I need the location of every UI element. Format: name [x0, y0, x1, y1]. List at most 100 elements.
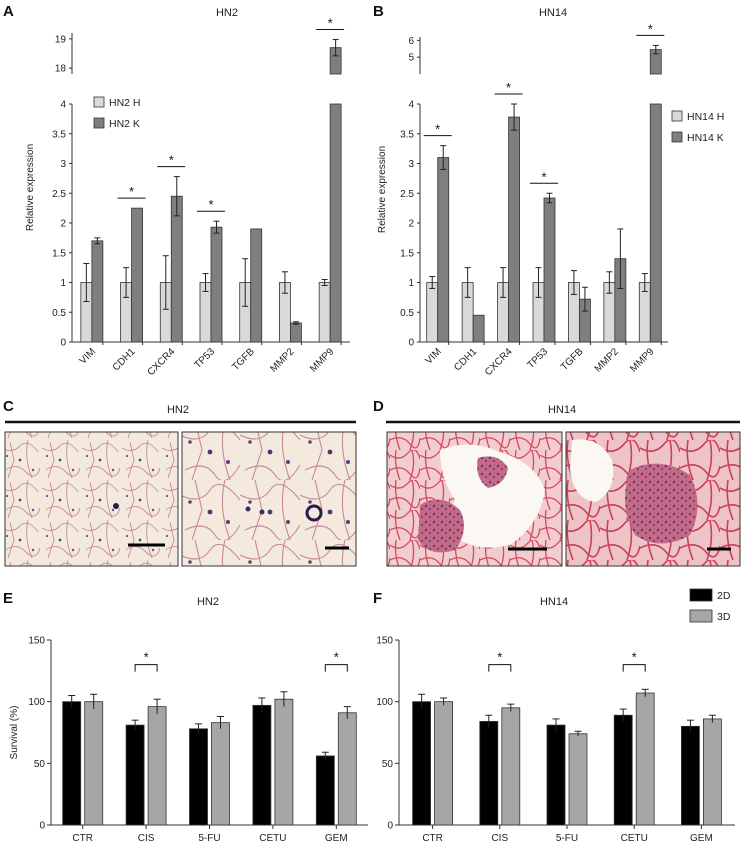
- bar: [434, 701, 454, 826]
- x-tick-label: GEM: [325, 833, 348, 844]
- x-tick-label: CTR: [72, 833, 93, 844]
- bar: [252, 704, 272, 826]
- legend-label: HN14 H: [687, 111, 724, 123]
- micrograph-cell: [305, 504, 323, 522]
- bar: [508, 116, 520, 343]
- y-tick-label: 3: [60, 159, 66, 170]
- micrograph-hn2-high-mag: [181, 431, 357, 567]
- significance-bracket: [134, 664, 158, 672]
- x-tick-label: VIM: [78, 346, 98, 366]
- y-tick-label: 3.5: [400, 129, 414, 140]
- x-tick-label: CXCR4: [483, 346, 515, 378]
- panel-c-title: HN2: [167, 404, 189, 416]
- x-tick-label: 5-FU: [198, 833, 220, 844]
- bar: [337, 712, 357, 826]
- significance-star: *: [632, 650, 637, 665]
- panel-letter-d: D: [373, 398, 384, 415]
- y-tick-label: 50: [34, 759, 46, 770]
- significance-bracket: [622, 664, 646, 672]
- x-tick-label: CXCR4: [146, 346, 178, 378]
- x-tick-label: TGFB: [559, 346, 586, 373]
- y-tick-label: 0: [408, 338, 414, 349]
- y-tick-label: 1: [408, 278, 414, 289]
- y-tick-label: 0.5: [400, 308, 414, 319]
- bar: [170, 195, 183, 343]
- y-tick-label: 6: [408, 36, 414, 47]
- y-tick-label: 0: [387, 821, 393, 832]
- y-tick-label: 3: [408, 159, 414, 170]
- y-tick-label: 2: [60, 219, 66, 230]
- bar: [125, 724, 145, 826]
- x-tick-label: CDH1: [452, 346, 479, 373]
- x-tick-label: TP53: [525, 346, 550, 371]
- bar: [543, 197, 556, 343]
- bar: [318, 282, 331, 343]
- significance-star: *: [506, 80, 511, 95]
- legend-label: HN14 K: [687, 132, 724, 144]
- x-tick-label: MMP2: [268, 346, 297, 375]
- bar: [613, 714, 633, 826]
- bar: [290, 322, 302, 343]
- legend-swatch: [689, 588, 713, 602]
- bar: [412, 701, 432, 826]
- legend-label: HN2 H: [109, 97, 141, 109]
- bar: [329, 103, 342, 343]
- y-tick-label: 0.5: [52, 308, 66, 319]
- x-tick-label: MMP9: [308, 346, 337, 375]
- bar: [649, 103, 662, 343]
- bar: [315, 755, 335, 826]
- x-tick-label: CETU: [621, 833, 648, 844]
- micrograph-cell: [113, 503, 119, 509]
- significance-bracket: [324, 664, 348, 672]
- y-tick-label: 19: [55, 34, 67, 45]
- bar: [84, 701, 104, 826]
- legend-swatch: [671, 110, 683, 122]
- x-tick-label: CIS: [491, 833, 508, 844]
- x-tick-label: 5-FU: [556, 833, 578, 844]
- micrograph-cell: [245, 506, 251, 512]
- y-tick-label: 0: [60, 338, 66, 349]
- bar: [147, 706, 167, 826]
- legend-label: 2D: [717, 590, 731, 602]
- y-tick-label: 0: [39, 821, 45, 832]
- y-tick-label: 18: [55, 64, 67, 75]
- x-tick-label: MMP9: [628, 346, 657, 375]
- panel-c: C HN2: [3, 398, 357, 567]
- y-tick-label: 150: [376, 636, 393, 647]
- x-tick-label: GEM: [690, 833, 713, 844]
- bar: [189, 728, 208, 826]
- x-tick-label: CIS: [138, 833, 155, 844]
- x-tick-label: MMP2: [593, 346, 622, 375]
- y-tick-label: 50: [382, 759, 394, 770]
- y-tick-label: 1.5: [400, 248, 414, 259]
- y-tick-label: 150: [28, 636, 45, 647]
- bar: [681, 725, 700, 826]
- bar: [635, 692, 655, 826]
- panel-letter-b: B: [373, 3, 384, 20]
- bar: [568, 733, 588, 826]
- bar: [546, 724, 566, 826]
- y-axis-label: Relative expression: [377, 146, 388, 233]
- panel-f: F HN14 0 50 100 150 CTR CIS 5-FU CETU GEM * * 2D 3D: [373, 588, 735, 844]
- micrograph-tissue: [477, 456, 508, 488]
- bar: [211, 722, 230, 826]
- significance-star: *: [144, 650, 149, 665]
- y-axis-label: Relative expression: [25, 144, 36, 231]
- legend-label: 3D: [717, 611, 731, 623]
- panel-letter-a: A: [3, 3, 14, 20]
- significance-star: *: [497, 650, 502, 665]
- significance-star: *: [129, 184, 134, 199]
- legend-swatch: [689, 609, 713, 623]
- bar: [210, 226, 223, 343]
- x-tick-label: TP53: [192, 346, 217, 371]
- significance-star: *: [328, 15, 333, 30]
- legend-swatch: [93, 117, 105, 129]
- x-tick-label: TGFB: [230, 346, 257, 373]
- bar: [501, 707, 521, 826]
- panel-d: D HN14: [373, 398, 741, 567]
- panel-a: A HN2 0 0.5 1 1.5 2 2.5 3 3.5 4 18 19 Relative expres…: [3, 3, 350, 378]
- x-tick-label: CETU: [259, 833, 286, 844]
- y-tick-label: 2: [408, 219, 414, 230]
- significance-star: *: [169, 153, 174, 168]
